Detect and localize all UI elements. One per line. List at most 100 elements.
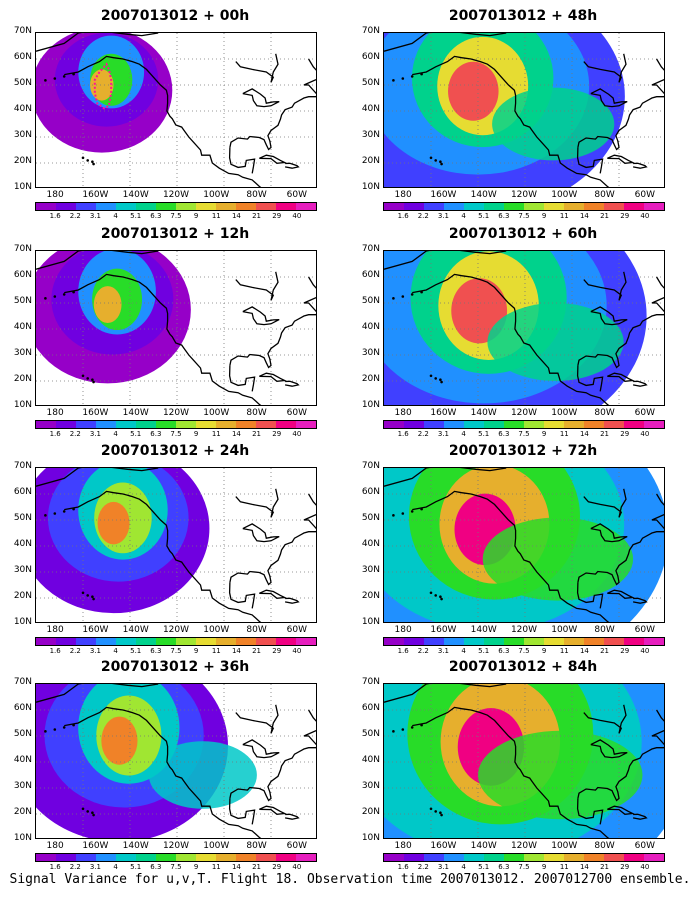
coastline	[235, 704, 279, 734]
island-marker	[392, 297, 395, 300]
colorbar-label: 5.1	[478, 863, 490, 871]
lat-tick-label: 50N	[13, 729, 32, 739]
island-marker	[72, 723, 75, 727]
lon-tick-label: 120W	[162, 408, 190, 418]
island-marker	[439, 378, 442, 381]
coastline	[583, 488, 627, 518]
colorbar-swatch	[604, 638, 624, 645]
colorbar-swatch	[424, 203, 444, 210]
lat-tick-label: 10N	[361, 617, 380, 627]
lon-tick-label: 160W	[82, 841, 109, 851]
colorbar-label: 7.5	[170, 430, 182, 438]
colorbar-label: 2.2	[69, 863, 81, 871]
colorbar-swatch	[156, 854, 176, 861]
lon-tick-label: 80W	[594, 190, 615, 200]
lon-tick-label: 120W	[162, 841, 190, 851]
colorbar-swatch	[156, 638, 176, 645]
colorbar-label: 14	[579, 212, 589, 220]
lon-tick-label: 60W	[286, 625, 308, 635]
lat-tick-label: 20N	[361, 591, 380, 601]
colorbar-swatch	[76, 854, 96, 861]
island-marker	[410, 75, 414, 78]
colorbar-swatch	[404, 421, 424, 428]
island-marker	[81, 374, 85, 378]
coastline	[303, 709, 316, 746]
lat-tick-label: 20N	[361, 156, 380, 166]
colorbar-swatch	[136, 203, 156, 210]
colorbar-label: 21	[252, 212, 262, 220]
colorbar-label: 3.1	[89, 863, 101, 871]
lat-tick-label: 70N	[13, 26, 32, 36]
colorbar-swatch	[256, 421, 276, 428]
island-marker	[86, 594, 89, 597]
colorbar-swatch	[444, 421, 464, 428]
island-marker	[62, 726, 66, 729]
colorbar-swatch	[424, 854, 444, 861]
coastline	[384, 468, 507, 487]
island-marker	[410, 510, 414, 513]
coastline	[64, 273, 262, 405]
coastline	[36, 684, 159, 703]
coastline	[259, 154, 287, 164]
colorbar-label: 40	[292, 863, 302, 871]
colorbar-swatch	[484, 203, 504, 210]
colorbar-label: 5.1	[130, 863, 142, 871]
colorbar-label: 9	[541, 647, 547, 655]
island-marker	[434, 159, 437, 162]
coastline	[632, 597, 648, 604]
lon-tick-label: 160W	[430, 841, 457, 851]
island-marker	[53, 728, 57, 731]
lat-tick-label: 20N	[361, 374, 380, 384]
colorbar-label: 6.3	[498, 863, 510, 871]
colorbar-swatch	[624, 638, 644, 645]
coastline	[583, 53, 627, 83]
coastline	[242, 88, 280, 108]
colorbar-label: 9	[193, 430, 199, 438]
panel-title: 2007013012 + 24h	[100, 443, 250, 459]
colorbar-swatch	[604, 421, 624, 428]
colorbar-label: 29	[620, 647, 630, 655]
colorbar-label: 21	[252, 430, 262, 438]
panel-title: 2007013012 + 60h	[448, 226, 598, 242]
colorbar-swatch	[544, 421, 564, 428]
island-marker	[429, 374, 433, 378]
colorbar-swatch	[504, 421, 524, 428]
lon-tick-label: 100W	[203, 841, 230, 851]
lon-tick-label: 180	[394, 625, 412, 635]
colorbar-label: 29	[620, 430, 630, 438]
colorbar-label: 7.5	[170, 647, 182, 655]
island-marker	[440, 162, 443, 166]
island-marker	[420, 72, 423, 76]
lon-tick-label: 80W	[246, 625, 267, 635]
coastline	[228, 798, 256, 825]
colorbar-label: 1.6	[397, 212, 409, 220]
island-marker	[44, 297, 47, 300]
forecast-panel: 2007013012 + 24h 70N 60N 50N 40N 30N 20N 10N 180…	[0, 443, 350, 658]
lat-tick-label: 70N	[361, 677, 380, 687]
colorbar-swatch	[256, 203, 276, 210]
colorbar-label: 14	[579, 647, 589, 655]
colorbar-label: 7.5	[170, 212, 182, 220]
lat-tick-label: 40N	[13, 755, 32, 765]
island-marker	[53, 512, 57, 515]
colorbar-swatch	[484, 421, 504, 428]
variance-field	[384, 468, 664, 622]
colorbar-swatch	[156, 421, 176, 428]
forecast-panel: 2007013012 + 36h 70N 60N 50N 40N 30N 20N 10N 180…	[0, 659, 350, 874]
panel-title: 2007013012 + 48h	[448, 8, 598, 24]
colorbar-label: 11	[559, 647, 569, 655]
island-marker	[401, 295, 405, 298]
coastline	[412, 55, 610, 187]
colorbar-label: 1.6	[49, 430, 61, 438]
colorbar-swatch	[644, 854, 664, 861]
colorbar-swatch	[236, 854, 256, 861]
colorbar-label: 4	[461, 212, 466, 220]
colorbar-label: 6.3	[498, 647, 510, 655]
colorbar-swatch	[176, 638, 196, 645]
variance-contour	[482, 517, 634, 601]
colorbar-label: 40	[640, 647, 650, 655]
lon-tick-label: 160W	[430, 190, 457, 200]
colorbar-label: 9	[193, 212, 199, 220]
colorbar-swatch	[56, 854, 76, 861]
colorbar-swatch	[584, 421, 604, 428]
